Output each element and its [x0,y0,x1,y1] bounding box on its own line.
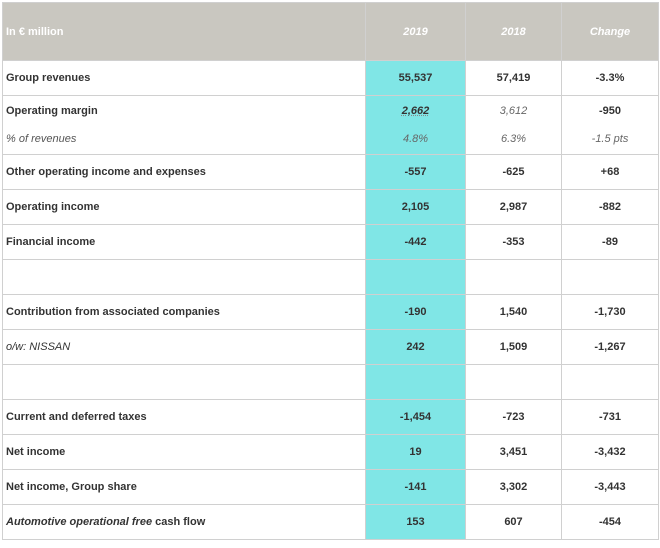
value-change: -950 -1.5 pts [561,95,659,155]
value-2019: -557 [365,154,466,190]
pct-revenues-2018: 6.3% [500,133,527,145]
value-2019: -141 [365,469,466,505]
operating-margin-2019: 2,662 [401,105,430,117]
row-label: Other operating income and expenses [2,154,366,190]
pct-revenues-change: -1.5 pts [591,133,629,145]
value-2019: 2,662 4.8% [365,95,466,155]
pct-revenues-2019: 4.8% [402,133,429,145]
value-change: -3,432 [561,434,659,470]
value-2018: -353 [465,224,562,260]
empty-cell [561,259,659,295]
table-row: Current and deferred taxes -1,454 -723 -… [2,399,659,435]
table-header-row: In € million 2019 2018 Change [2,2,659,61]
table-row: Net income 19 3,451 -3,432 [2,434,659,470]
row-label: Current and deferred taxes [2,399,366,435]
value-2018: -723 [465,399,562,435]
value-2019: 55,537 [365,60,466,96]
operating-margin-label: Operating margin [6,105,98,117]
table-row: Other operating income and expenses -557… [2,154,659,190]
table-row: Operating margin % of revenues 2,662 4.8… [2,95,659,155]
row-label: Net income, Group share [2,469,366,505]
empty-cell [2,259,366,295]
header-2019: 2019 [365,2,466,61]
table-row: Group revenues 55,537 57,419 -3.3% [2,60,659,96]
table-row: Operating income 2,105 2,987 -882 [2,189,659,225]
value-change: -1,267 [561,329,659,365]
value-2018: 1,509 [465,329,562,365]
row-label: Group revenues [2,60,366,96]
table-row: Automotive operational free cash flow 15… [2,504,659,540]
row-label: o/w: NISSAN [2,329,366,365]
empty-cell [2,364,366,400]
value-2018: -625 [465,154,562,190]
value-2018: 57,419 [465,60,562,96]
value-2018: 2,987 [465,189,562,225]
operating-margin-change: -950 [598,105,622,117]
value-change: -3,443 [561,469,659,505]
empty-row [2,364,659,400]
financial-results-table: In € million 2019 2018 Change Group reve… [2,2,659,540]
value-change: -731 [561,399,659,435]
value-change: -882 [561,189,659,225]
table-row: o/w: NISSAN 242 1,509 -1,267 [2,329,659,365]
value-2019: 2,105 [365,189,466,225]
empty-row [2,259,659,295]
value-change: +68 [561,154,659,190]
header-change: Change [561,2,659,61]
row-label: Operating margin % of revenues [2,95,366,155]
value-2019: -442 [365,224,466,260]
table-row: Contribution from associated companies -… [2,294,659,330]
value-2019: -190 [365,294,466,330]
table-row: Financial income -442 -353 -89 [2,224,659,260]
value-2019: 242 [365,329,466,365]
empty-cell [561,364,659,400]
auto-fcf-label-rest: cash flow [152,516,206,528]
row-label: Operating income [2,189,366,225]
value-2019: 153 [365,504,466,540]
row-label: Net income [2,434,366,470]
pct-revenues-label: % of revenues [6,133,77,145]
operating-margin-2018: 3,612 [499,105,528,117]
value-2018: 3,302 [465,469,562,505]
header-unit-label: In € million [2,2,366,61]
auto-fcf-label-italic: Automotive operational free [6,516,153,528]
value-2018: 3,451 [465,434,562,470]
value-change: -89 [561,224,659,260]
empty-cell [365,259,466,295]
value-change: -454 [561,504,659,540]
value-change: -1,730 [561,294,659,330]
value-change: -3.3% [561,60,659,96]
table-row: Net income, Group share -141 3,302 -3,44… [2,469,659,505]
row-label: Financial income [2,224,366,260]
value-2018: 1,540 [465,294,562,330]
value-2018: 3,612 6.3% [465,95,562,155]
value-2019: 19 [365,434,466,470]
empty-cell [465,364,562,400]
header-2018: 2018 [465,2,562,61]
value-2019: -1,454 [365,399,466,435]
row-label: Automotive operational free cash flow [2,504,366,540]
empty-cell [465,259,562,295]
value-2018: 607 [465,504,562,540]
row-label: Contribution from associated companies [2,294,366,330]
empty-cell [365,364,466,400]
